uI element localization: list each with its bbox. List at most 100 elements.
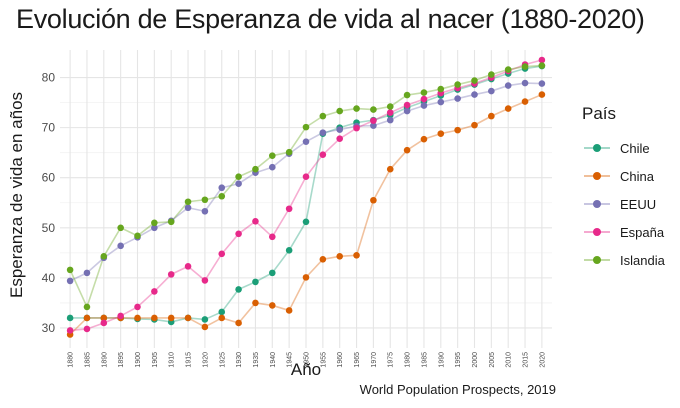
data-point-espana <box>252 217 259 225</box>
data-point-chile <box>235 286 242 293</box>
legend-items: Chile China EEUU España Islandia <box>582 134 665 274</box>
data-point-islandia <box>269 152 276 159</box>
x-tick-label: 1950 <box>304 352 311 368</box>
data-point-eeuu <box>319 129 327 136</box>
data-point-chile <box>252 278 259 286</box>
x-tick-label: 2015 <box>523 352 530 368</box>
data-point-chile <box>269 269 276 277</box>
data-point-islandia <box>285 148 293 156</box>
axis-ticks: 30 40 50 60 70 80 1880 1885 1890 1895 1900 1905 1910… <box>42 71 547 368</box>
y-tick-label: 60 <box>42 171 56 185</box>
data-point-espana <box>538 56 546 64</box>
data-point-islandia <box>66 266 74 274</box>
x-tick-label: 2010 <box>506 352 513 368</box>
x-tick-label: 1905 <box>152 352 159 368</box>
data-point-china <box>504 105 512 112</box>
x-tick-label: 1900 <box>135 352 142 368</box>
legend-item-eeuu: EEUU <box>582 190 665 218</box>
data-point-islandia <box>370 106 377 113</box>
x-tick-label: 1920 <box>202 352 209 368</box>
data-point-china <box>420 135 428 143</box>
data-point-eeuu <box>454 95 461 102</box>
data-point-islandia <box>471 77 478 84</box>
data-point-eeuu <box>235 180 242 188</box>
data-point-islandia <box>235 173 242 181</box>
x-tick-label: 1975 <box>388 352 395 368</box>
x-tick-label: 1935 <box>253 352 260 368</box>
data-point-espana <box>117 312 124 320</box>
data-point-islandia <box>201 196 209 204</box>
data-point-islandia <box>538 62 546 69</box>
x-tick-label: 1880 <box>68 352 75 368</box>
x-tick-label: 1985 <box>421 352 428 368</box>
x-tick-label: 1930 <box>236 352 243 368</box>
data-point-china <box>353 252 360 259</box>
x-tick-label: 1890 <box>101 352 108 368</box>
y-tick-label: 80 <box>42 71 56 85</box>
legend-key-china <box>582 168 612 184</box>
data-point-eeuu <box>370 122 377 129</box>
data-point-espana <box>302 173 310 181</box>
data-point-eeuu <box>386 116 394 124</box>
data-point-china <box>302 274 310 281</box>
legend-item-china: China <box>582 162 665 190</box>
data-point-islandia <box>134 232 141 240</box>
data-point-eeuu <box>151 224 158 232</box>
legend-label: España <box>620 224 665 240</box>
data-point-china <box>319 256 327 263</box>
data-point-espana <box>370 117 377 124</box>
data-point-eeuu <box>184 204 192 212</box>
data-point-islandia <box>488 71 495 78</box>
data-point-islandia <box>252 165 259 173</box>
data-point-china <box>454 126 461 134</box>
y-tick-label: 70 <box>42 121 56 135</box>
data-point-espana <box>100 319 108 327</box>
data-point-china <box>437 130 445 137</box>
data-point-eeuu <box>66 277 74 285</box>
x-axis-label: Año <box>291 360 321 379</box>
x-tick-label: 2020 <box>539 352 546 368</box>
data-point-islandia <box>302 123 310 131</box>
data-point-islandia <box>386 103 394 110</box>
data-point-chile <box>285 247 293 254</box>
legend-item-chile: Chile <box>582 134 665 162</box>
data-point-eeuu <box>521 79 529 87</box>
data-point-china <box>521 98 529 105</box>
legend: País Chile China EEUU España Islandia <box>582 104 665 274</box>
x-tick-label: 1980 <box>405 352 412 368</box>
x-tick-label: 1895 <box>118 352 125 368</box>
legend-dot <box>593 228 601 236</box>
data-point-eeuu <box>504 82 512 89</box>
x-tick-label: 1990 <box>438 352 445 368</box>
legend-dot <box>593 256 601 264</box>
data-point-eeuu <box>218 184 226 192</box>
legend-key-chile <box>582 140 612 156</box>
data-point-china <box>370 196 377 204</box>
data-point-eeuu <box>471 91 478 98</box>
data-point-islandia <box>100 253 108 260</box>
data-point-eeuu <box>420 102 428 109</box>
data-point-china <box>184 314 192 322</box>
data-point-eeuu <box>269 163 276 171</box>
data-point-china <box>134 314 141 322</box>
x-tick-label: 2005 <box>489 352 496 368</box>
data-point-china <box>83 314 91 322</box>
legend-title: País <box>582 104 617 123</box>
legend-label: Chile <box>620 140 650 156</box>
x-tick-label: 1915 <box>186 352 193 368</box>
legend-label: Islandia <box>620 252 665 268</box>
data-point-chile <box>218 308 226 316</box>
data-point-chile <box>302 218 310 226</box>
legend-label: China <box>620 168 654 184</box>
data-point-china <box>151 314 158 322</box>
data-point-islandia <box>184 198 192 206</box>
x-tick-label: 1995 <box>455 352 462 368</box>
data-point-chile <box>201 316 209 323</box>
legend-item-islandia: Islandia <box>582 246 665 274</box>
data-point-eeuu <box>83 269 91 277</box>
data-point-islandia <box>353 105 360 112</box>
data-point-islandia <box>521 63 529 70</box>
legend-label: EEUU <box>620 196 657 212</box>
x-tick-label: 1910 <box>169 352 176 368</box>
